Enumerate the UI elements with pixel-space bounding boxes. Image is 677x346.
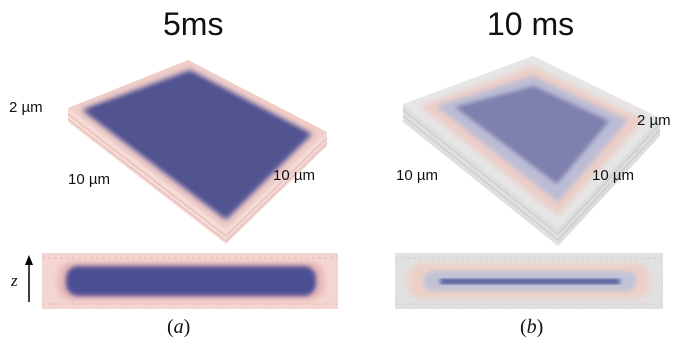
panel-a-right-edge-label: 10 µm xyxy=(273,167,315,184)
panel-a-3d-block xyxy=(67,60,328,244)
panel-b-caption-letter: b xyxy=(526,316,537,338)
panel-a-left-edge-label: 10 µm xyxy=(68,171,110,188)
panel-b-height-label: 2 µm xyxy=(637,112,671,129)
panel-a-caption-letter: a xyxy=(173,316,184,338)
panel-b-side-view xyxy=(395,253,663,309)
z-axis-arrow xyxy=(25,255,33,302)
panel-b-caption: (b) xyxy=(520,316,544,338)
panel-a-title: 5ms xyxy=(163,6,224,42)
panel-a-caption: (a) xyxy=(167,316,191,338)
panel-b-title: 10 ms xyxy=(487,6,575,42)
panel-a-height-label: 2 µm xyxy=(9,99,43,116)
z-axis-label: z xyxy=(11,271,18,290)
panel-b-left-edge-label: 10 µm xyxy=(396,167,438,184)
panel-b-3d-block xyxy=(402,56,661,246)
panel-b-right-edge-label: 10 µm xyxy=(592,167,634,184)
panel-a-side-view xyxy=(42,253,338,309)
